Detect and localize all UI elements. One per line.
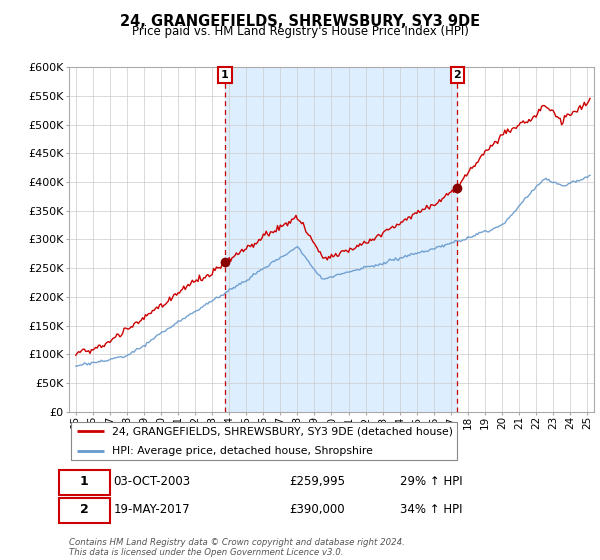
Text: Price paid vs. HM Land Registry's House Price Index (HPI): Price paid vs. HM Land Registry's House … <box>131 25 469 38</box>
Text: 1: 1 <box>221 70 229 80</box>
Text: 24, GRANGEFIELDS, SHREWSBURY, SY3 9DE (detached house): 24, GRANGEFIELDS, SHREWSBURY, SY3 9DE (d… <box>112 426 453 436</box>
Text: 2: 2 <box>80 503 89 516</box>
Bar <box>225 67 457 412</box>
Text: 34% ↑ HPI: 34% ↑ HPI <box>400 503 462 516</box>
Text: 24, GRANGEFIELDS, SHREWSBURY, SY3 9DE: 24, GRANGEFIELDS, SHREWSBURY, SY3 9DE <box>120 14 480 29</box>
Text: 1: 1 <box>80 475 89 488</box>
Text: 19-MAY-2017: 19-MAY-2017 <box>113 503 190 516</box>
Text: HPI: Average price, detached house, Shropshire: HPI: Average price, detached house, Shro… <box>112 446 373 456</box>
Text: 29% ↑ HPI: 29% ↑ HPI <box>400 475 463 488</box>
FancyBboxPatch shape <box>71 422 457 460</box>
Text: £390,000: £390,000 <box>290 503 345 516</box>
Text: £259,995: £259,995 <box>290 475 346 488</box>
Text: Contains HM Land Registry data © Crown copyright and database right 2024.
This d: Contains HM Land Registry data © Crown c… <box>69 538 405 557</box>
Text: 03-OCT-2003: 03-OCT-2003 <box>113 475 191 488</box>
FancyBboxPatch shape <box>59 470 110 495</box>
Text: 2: 2 <box>454 70 461 80</box>
FancyBboxPatch shape <box>59 498 110 523</box>
